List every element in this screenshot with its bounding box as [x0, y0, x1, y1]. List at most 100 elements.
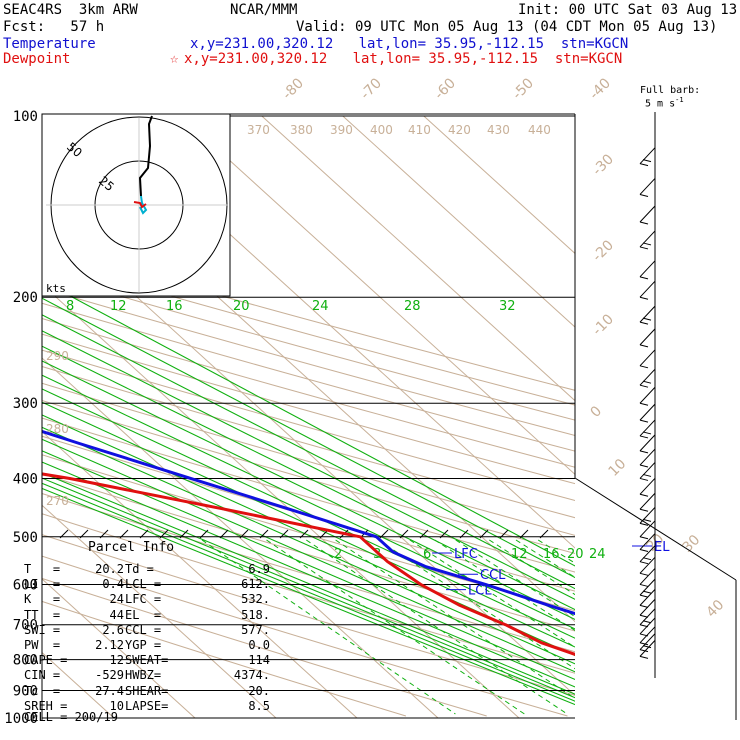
wind-barb-flag [639, 493, 649, 497]
moist-adiabat-line [42, 314, 575, 590]
mixing-ratio-label: 20 [567, 547, 584, 562]
tick-mark [159, 529, 169, 539]
wind-barb-flag [639, 649, 649, 653]
wind-barb-shaft [639, 492, 656, 510]
tick-mark [479, 529, 489, 539]
wind-barb-flag [639, 561, 649, 565]
ccl-marker-label: CCL [480, 568, 506, 583]
wind-barb [639, 328, 656, 348]
tick-mark [419, 529, 429, 539]
mixing-ratio-label: 12 [511, 547, 528, 562]
wind-barb-flag [642, 557, 652, 561]
temperature-location: x,y=231.00,320.12 lat,lon= 35.95,-112.15… [190, 36, 629, 52]
mixing-ratio-line [266, 539, 525, 715]
isotherm-line [423, 115, 575, 255]
wind-barb-shaft [639, 533, 656, 550]
wind-barbs [639, 112, 656, 678]
hodograph-units: kts [46, 282, 66, 295]
theta-label: 440 [528, 123, 551, 137]
wind-barb [639, 589, 656, 608]
tick-mark [439, 529, 449, 539]
tick-mark [379, 529, 389, 539]
valid-time: Valid: 09 UTC Mon 05 Aug 13 (04 CDT Mon … [296, 19, 718, 35]
dry-adiabat-line [42, 273, 575, 421]
tick-mark [539, 529, 549, 539]
tick-mark [239, 529, 249, 539]
moist-adiabat-line [42, 487, 575, 706]
pressure-label: 900 [13, 683, 38, 699]
dry-adiabat-line [42, 600, 407, 717]
parcel-info-cell: 518. [241, 607, 270, 622]
parcel-info-cell: 4374. [233, 668, 270, 683]
pressure-label: 100 [13, 109, 38, 125]
dry-adiabat-line [42, 493, 575, 653]
pressure-label: 800 [13, 653, 38, 669]
parcel-info-cell: 6.9 [248, 562, 270, 576]
wind-barb-shaft [639, 328, 656, 346]
wind-barb [639, 280, 656, 300]
mixing-ratio-label: 24 [589, 547, 606, 562]
moist-adiabat-line [42, 388, 575, 639]
wind-barb-shaft [639, 205, 656, 223]
mixing-ratio-line [515, 539, 575, 578]
mixing-ratio-line [409, 539, 575, 648]
wind-barb [639, 386, 656, 406]
wind-barb [639, 492, 656, 512]
tick-mark [179, 529, 189, 539]
parcel-info-cell: PW = [24, 638, 61, 652]
tick-mark [499, 529, 509, 539]
parcel-info-cell: SWEAT= [125, 653, 169, 668]
barb-legend-units: 5 m s-1 [645, 96, 684, 110]
isotherm-line [42, 357, 439, 719]
pressure-label: 400 [13, 471, 38, 487]
parcel-info-cell: CIN = [24, 668, 61, 683]
lfc-marker-label: LFC [454, 547, 478, 562]
dry-adiabat-line [42, 577, 487, 717]
dry-adiabat-line [42, 349, 575, 501]
tick-mark [459, 529, 469, 539]
wind-barb [639, 178, 656, 197]
wind-barb-shaft [639, 434, 656, 452]
parcel-info-title: Parcel Info [88, 540, 175, 555]
moist-adiabat-line [42, 472, 575, 695]
isotherm-label: -80 [280, 75, 307, 102]
dry-adiabat-line [42, 473, 575, 632]
wind-barb [639, 230, 656, 250]
dry-adiabat-lines [42, 244, 575, 717]
wind-barb [639, 419, 656, 439]
wind-barb-flag [642, 590, 652, 594]
parcel-info-cell: 27.4 [95, 683, 124, 698]
isotherm-label: -30 [590, 151, 617, 178]
wind-barb-flag [639, 435, 649, 439]
wind-barb-flag [639, 246, 649, 250]
wind-barb-flag [639, 642, 649, 646]
wind-barb-flag [639, 221, 649, 225]
el-marker-label: EL [654, 540, 670, 555]
moist-adiabat-line [42, 280, 575, 567]
mixing-ratio-label: 16 [166, 299, 183, 314]
mixing-ratio-line [306, 539, 568, 715]
temperature-trace [42, 429, 575, 616]
theta-label: 410 [408, 123, 431, 137]
theta-label: 400 [370, 123, 393, 137]
moist-adiabat-line [42, 360, 575, 620]
moist-adiabat-line [42, 330, 575, 600]
isotherm-label: -20 [590, 237, 617, 264]
dry-adiabat-line [42, 555, 568, 717]
center-name: NCAR/MMM [230, 2, 298, 18]
dewpoint-trace [42, 472, 575, 656]
dewpoint-legend: Dewpoint [3, 51, 71, 67]
tick-mark [99, 529, 109, 539]
wind-barb-flag [642, 518, 652, 522]
parcel-info-cell: K = [24, 592, 61, 607]
wind-barb-flag [639, 365, 649, 369]
tick-mark [519, 529, 529, 539]
isotherm-line [42, 283, 520, 719]
wind-barb-flag [639, 419, 649, 423]
hodograph-upper-trace [138, 115, 153, 197]
isotherm-label: 0 [588, 403, 606, 421]
wind-barb [639, 305, 656, 325]
mixing-ratio-line [201, 539, 456, 715]
moist-adiabat-line [42, 345, 575, 611]
